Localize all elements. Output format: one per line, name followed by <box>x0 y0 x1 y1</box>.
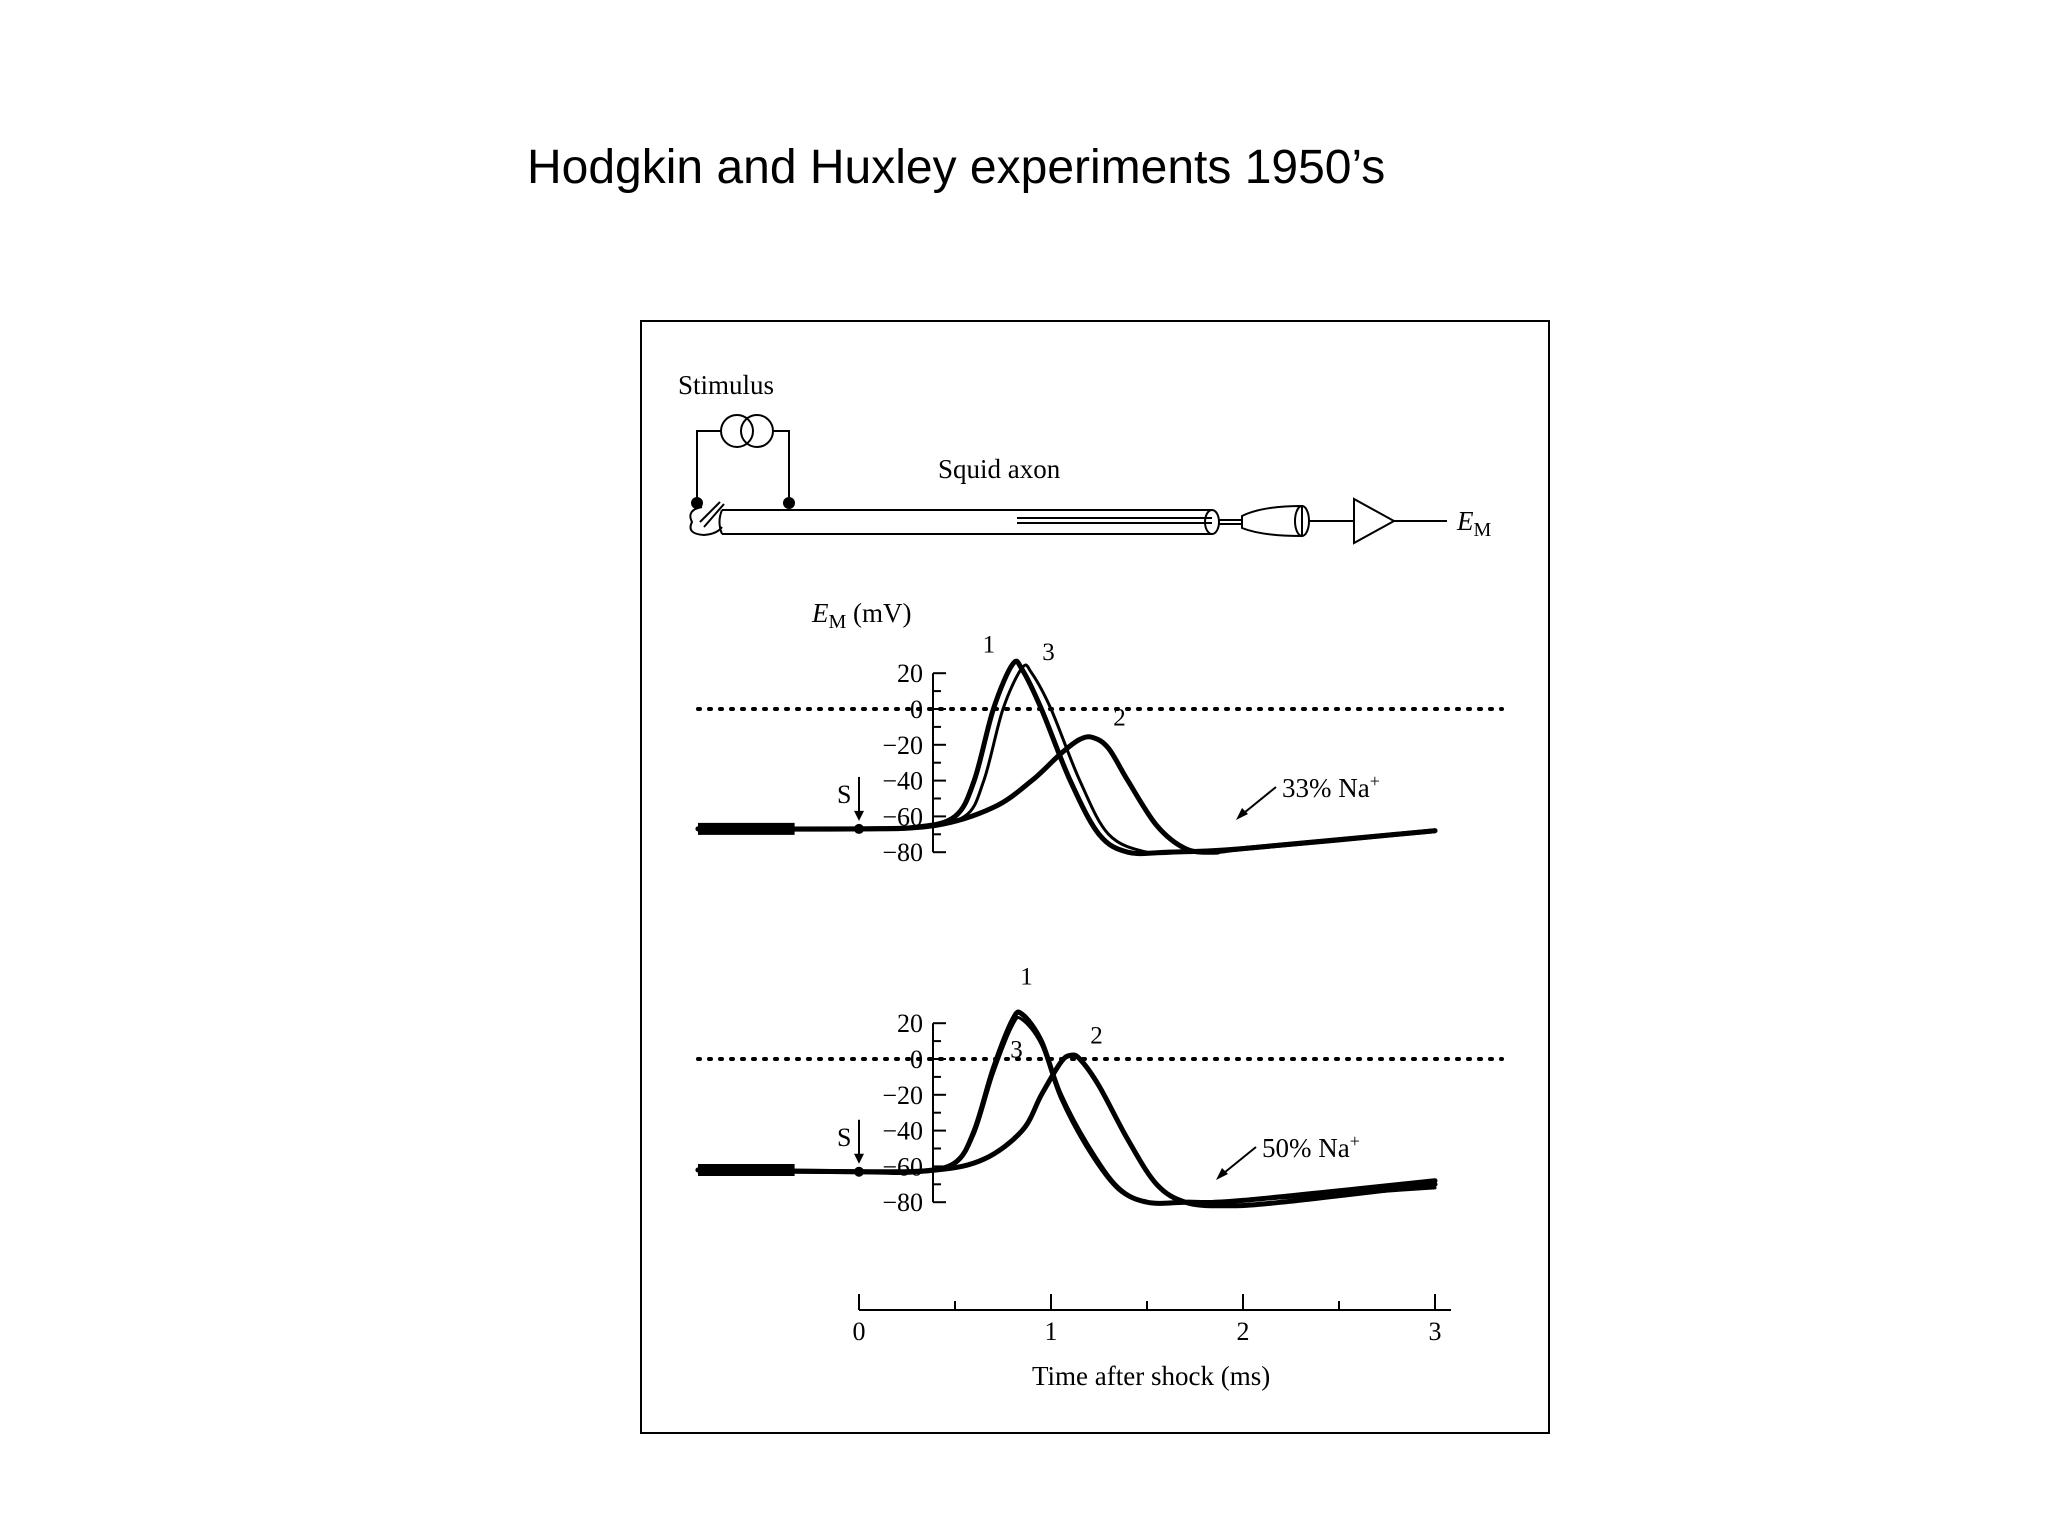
trace-labels: 1 3 2 <box>983 631 1126 731</box>
trace-label-3: 3 <box>1010 1037 1023 1064</box>
trace-2 <box>695 1052 1438 1209</box>
y-tick-label: −60 <box>882 1152 923 1181</box>
stimulus-label: Stimulus <box>678 370 774 400</box>
stimulus-letter: S <box>837 1123 851 1152</box>
y-tick-label: −40 <box>882 1117 923 1146</box>
y-tick-label: 20 <box>897 659 923 688</box>
voltage-traces <box>695 658 1438 857</box>
voltage-traces <box>695 1009 1438 1209</box>
trace-label-1: 1 <box>983 631 996 658</box>
x-tick-label: 1 <box>1045 1317 1058 1346</box>
y-tick-label: 20 <box>897 1009 923 1038</box>
apparatus-diagram: Stimulus Squid axon <box>678 370 1492 545</box>
condition-label: 33% Na+ <box>1282 771 1380 803</box>
stimulus-dot <box>854 1166 864 1177</box>
y-tick-label: −80 <box>882 838 923 867</box>
electrode-icon <box>1219 504 1310 538</box>
trace-label-2: 2 <box>1113 705 1126 732</box>
output-em-label: EM <box>1456 506 1492 541</box>
figure-frame: Stimulus Squid axon <box>640 320 1550 1434</box>
y-tick-label: −20 <box>882 1081 923 1110</box>
y-tick-label: −40 <box>882 767 923 796</box>
x-tick-label: 2 <box>1237 1317 1250 1346</box>
y-axis: 20 0 −20 −40 −60 −80 <box>882 1009 946 1217</box>
y-axis: 200−20−40−60−80 <box>882 659 946 867</box>
arrow-icon <box>1216 1168 1228 1180</box>
x-tick-label: 3 <box>1429 1317 1442 1346</box>
trace-label-2: 2 <box>1090 1022 1103 1049</box>
trace-2 <box>695 734 1438 855</box>
squid-axon-label: Squid axon <box>938 454 1061 484</box>
x-tick-label: 0 <box>853 1317 866 1346</box>
condition-label: 50% Na+ <box>1262 1131 1360 1163</box>
squid-axon-icon <box>689 501 1220 537</box>
condition-label-group: 33% Na+ <box>1236 771 1380 820</box>
y-tick-label: −20 <box>882 731 923 760</box>
trace-label-3: 3 <box>1042 639 1055 666</box>
stimulus-marker: S <box>837 776 864 834</box>
x-axis: 0 1 2 3 <box>853 1294 1451 1346</box>
trace-labels: 1 3 2 <box>1010 963 1102 1063</box>
chart-panel-50-na: 20 0 −20 −40 −60 −80 1 3 2 S 50% Na+ <box>695 963 1504 1217</box>
y-tick-label: 0 <box>910 1045 923 1074</box>
stimulus-letter: S <box>837 780 851 809</box>
figure-svg: Stimulus Squid axon <box>678 370 1504 1391</box>
y-tick-label: −80 <box>882 1188 923 1217</box>
stimulus-marker: S <box>837 1119 864 1177</box>
stimulus-dot <box>854 823 864 834</box>
stimulator-icon <box>691 414 795 509</box>
slide-title: Hodgkin and Huxley experiments 1950’s <box>527 141 1386 194</box>
trace-3 <box>696 1016 1437 1205</box>
amplifier-icon <box>1353 497 1397 545</box>
y-tick-label: 0 <box>910 695 923 724</box>
y-axis-label: EM (mV) <box>811 598 912 633</box>
x-axis-label: Time after shock (ms) <box>1032 1361 1270 1391</box>
chart-panel-33-na: EM (mV) 200−20−40−60−80 1 32 S 33% Na+ <box>695 598 1504 867</box>
arrow-icon <box>1236 808 1248 820</box>
trace-label-1: 1 <box>1020 963 1032 990</box>
trace-3 <box>696 663 1437 856</box>
arrow-head-icon <box>854 810 864 821</box>
condition-label-group: 50% Na+ <box>1216 1131 1360 1180</box>
trace-1 <box>695 658 1438 857</box>
arrow-head-icon <box>854 1153 864 1164</box>
